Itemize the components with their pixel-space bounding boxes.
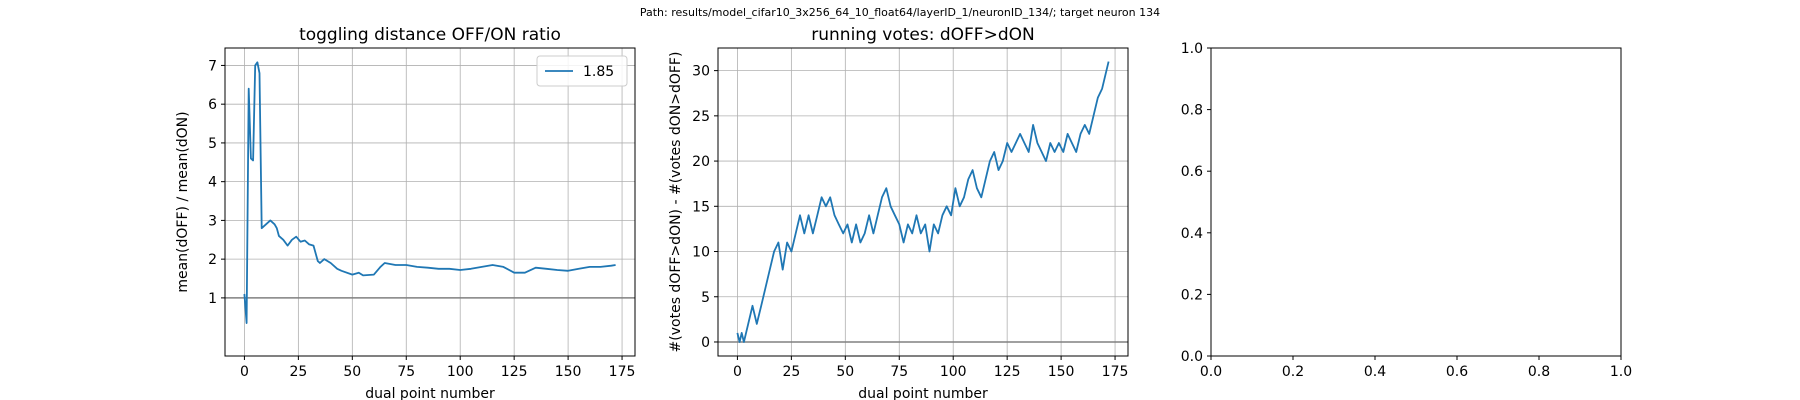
chart-2-xtick-label: 175 xyxy=(1102,364,1129,380)
chart-1-axes-frame xyxy=(224,47,636,357)
chart-1-series-line xyxy=(243,61,616,325)
chart-1-xtick-label: 25 xyxy=(289,364,307,380)
chart-1-xtick-label: 100 xyxy=(447,364,474,380)
chart-3-ytick-label: 0.6 xyxy=(1181,164,1203,180)
chart-1-xtick-label: 75 xyxy=(397,364,415,380)
chart-1-ytick-label: 7 xyxy=(208,58,217,74)
chart-1-ytick-label: 5 xyxy=(208,136,217,152)
chart-2-axes-frame xyxy=(717,47,1129,357)
chart-3-ytick-label: 1.0 xyxy=(1181,41,1203,57)
chart-2-ytick-label: 25 xyxy=(692,109,710,125)
chart-3-ytick-label: 0.2 xyxy=(1181,287,1203,303)
figure-suptitle: Path: results/model_cifar10_3x256_64_10_… xyxy=(640,6,1160,19)
chart-2-series-line xyxy=(736,61,1110,343)
chart-2-xlabel: dual point number xyxy=(858,386,988,400)
chart-2-ytick-label: 15 xyxy=(692,199,710,215)
chart-2-xtick-label: 50 xyxy=(836,364,854,380)
chart-3-xtick-label: 0.4 xyxy=(1364,364,1386,380)
chart-1-title: toggling distance OFF/ON ratio xyxy=(299,25,561,45)
chart-2-xtick-label: 25 xyxy=(782,364,800,380)
chart-1-ytick-label: 1 xyxy=(208,291,217,307)
ratio-chart: 0 25 50 75 100 125 150 175 1 2 3 4 5 6 7 toggling dista… xyxy=(175,25,636,400)
chart-2-xtick-label: 0 xyxy=(733,364,742,380)
chart-1-xtick-label: 175 xyxy=(609,364,636,380)
chart-1-xtick-label: 125 xyxy=(501,364,528,380)
chart-2-ytick-label: 0 xyxy=(701,335,710,351)
chart-2-ytick-label: 20 xyxy=(692,154,710,170)
chart-1-ytick-label: 3 xyxy=(208,213,217,229)
chart-2-title: running votes: dOFF>dON xyxy=(811,25,1034,45)
chart-3-axes-frame xyxy=(1210,47,1622,357)
chart-2-ytick-label: 30 xyxy=(692,64,710,80)
chart-3-xtick-label: 0.0 xyxy=(1200,364,1222,380)
chart-1-ytick-label: 6 xyxy=(208,97,217,113)
chart-1-xtick-label: 50 xyxy=(343,364,361,380)
chart-1-ytick-label: 2 xyxy=(208,252,217,268)
chart-1-xtick-label: 0 xyxy=(240,364,249,380)
chart-2-xtick-label: 75 xyxy=(890,364,908,380)
empty-chart: 0.0 0.2 0.4 0.6 0.8 1.0 0.0 0.2 0.4 0.6 0.8 1.0 xyxy=(1181,41,1632,380)
chart-2-ytick-label: 10 xyxy=(692,245,710,261)
chart-3-xtick-label: 0.2 xyxy=(1282,364,1304,380)
chart-1-xtick-label: 150 xyxy=(555,364,582,380)
chart-2-xtick-label: 125 xyxy=(994,364,1021,380)
chart-2-xtick-label: 150 xyxy=(1048,364,1075,380)
chart-2-xtick-label: 100 xyxy=(940,364,967,380)
chart-3-xtick-label: 0.8 xyxy=(1528,364,1550,380)
chart-1-legend-box xyxy=(536,55,628,87)
chart-3-ytick-label: 0.0 xyxy=(1181,349,1203,365)
chart-2-ylabel: #(votes dOFF>dON) - #(votes dON>dOFF) xyxy=(668,52,684,353)
chart-1-ytick-label: 4 xyxy=(208,175,217,191)
chart-3-ytick-label: 0.8 xyxy=(1181,103,1203,119)
chart-2-ytick-label: 5 xyxy=(701,290,710,306)
chart-3-xtick-label: 0.6 xyxy=(1446,364,1468,380)
chart-3-ytick-label: 0.4 xyxy=(1181,226,1203,242)
chart-1-ylabel: mean(dOFF) / mean(dON) xyxy=(175,111,191,292)
chart-3-xtick-label: 1.0 xyxy=(1610,364,1632,380)
chart-1-legend-label: 1.85 xyxy=(583,64,614,80)
chart-1-xlabel: dual point number xyxy=(365,386,495,400)
votes-chart: 0 25 50 75 100 125 150 175 0 5 10 15 20 25 30 running v… xyxy=(668,25,1129,400)
